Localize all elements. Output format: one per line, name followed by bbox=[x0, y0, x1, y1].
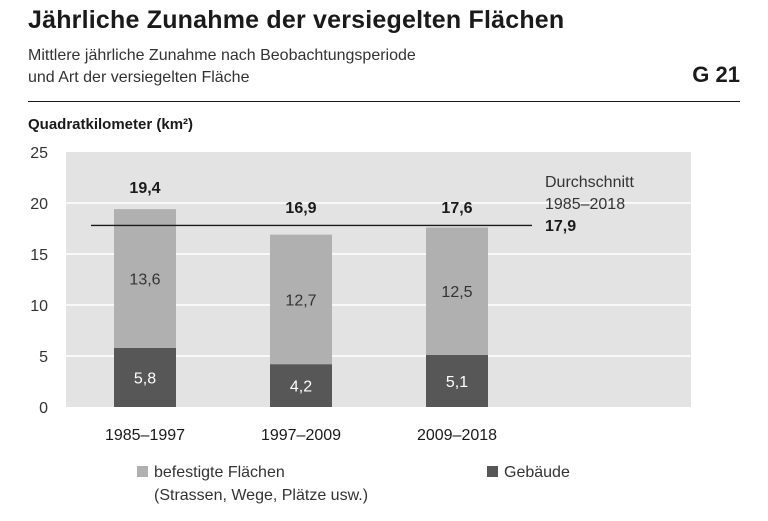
y-axis-label: Quadratkilometer (km²) bbox=[28, 116, 194, 133]
y-tick-label: 10 bbox=[30, 298, 48, 315]
data-label-befestigte: 13,6 bbox=[129, 271, 160, 288]
total-label: 19,4 bbox=[129, 180, 160, 197]
figure-code: G 21 bbox=[692, 62, 740, 87]
y-tick-label: 15 bbox=[30, 247, 48, 264]
x-tick-label: 2009–2018 bbox=[417, 427, 497, 444]
bar-segment-befestigte bbox=[426, 227, 488, 355]
legend-label-gebaeude: Gebäude bbox=[504, 464, 570, 481]
legend-item-befestigte: befestigte Flächen (Strassen, Wege, Plät… bbox=[137, 461, 368, 507]
y-tick-label: 5 bbox=[39, 349, 48, 366]
data-label-befestigte: 12,7 bbox=[285, 292, 316, 309]
y-tick-label: 0 bbox=[39, 400, 48, 417]
legend-item-gebaeude: Gebäude bbox=[487, 461, 570, 484]
average-label: Durchschnitt bbox=[545, 174, 634, 191]
bar-segment-gebaeude bbox=[114, 347, 176, 407]
chart-subtitle: Mittlere jährliche Zunahme nach Beobacht… bbox=[28, 45, 548, 89]
data-label-gebaeude: 5,8 bbox=[134, 370, 156, 387]
total-label: 17,6 bbox=[441, 200, 472, 217]
data-label-gebaeude: 5,1 bbox=[446, 374, 468, 391]
legend-sublabel-befestigte: (Strassen, Wege, Plätze usw.) bbox=[154, 487, 369, 504]
average-value-label: 17,9 bbox=[545, 218, 576, 235]
x-tick-label: 1985–1997 bbox=[105, 427, 185, 444]
data-label-befestigte: 12,5 bbox=[441, 284, 472, 301]
subtitle-line-2: und Art der versiegelten Fläche bbox=[28, 69, 250, 86]
x-tick-label: 1997–2009 bbox=[261, 427, 341, 444]
subtitle-line-1: Mittlere jährliche Zunahme nach Beobacht… bbox=[28, 47, 416, 64]
legend-label-befestigte: befestigte Flächen bbox=[154, 464, 285, 481]
y-tick-label: 25 bbox=[30, 145, 48, 162]
bar-segment-befestigte bbox=[114, 209, 176, 348]
total-label: 16,9 bbox=[285, 200, 316, 217]
chart-title: Jährliche Zunahme der versiegelten Fläch… bbox=[28, 6, 565, 34]
legend-swatch-befestigte bbox=[137, 466, 148, 477]
y-tick-label: 20 bbox=[30, 196, 48, 213]
bar-segment-befestigte bbox=[270, 234, 332, 365]
average-period-label: 1985–2018 bbox=[545, 196, 625, 213]
header-divider bbox=[28, 101, 740, 102]
legend-swatch-gebaeude bbox=[487, 466, 498, 477]
data-label-gebaeude: 4,2 bbox=[290, 379, 312, 396]
stacked-bar-chart: 0 5 10 15 20 25 5,8 13,6 19,4 1985–1997 4,2 12,7 16,… bbox=[30, 145, 691, 444]
bar-segment-gebaeude bbox=[426, 354, 488, 407]
bar-segment-gebaeude bbox=[270, 364, 332, 407]
